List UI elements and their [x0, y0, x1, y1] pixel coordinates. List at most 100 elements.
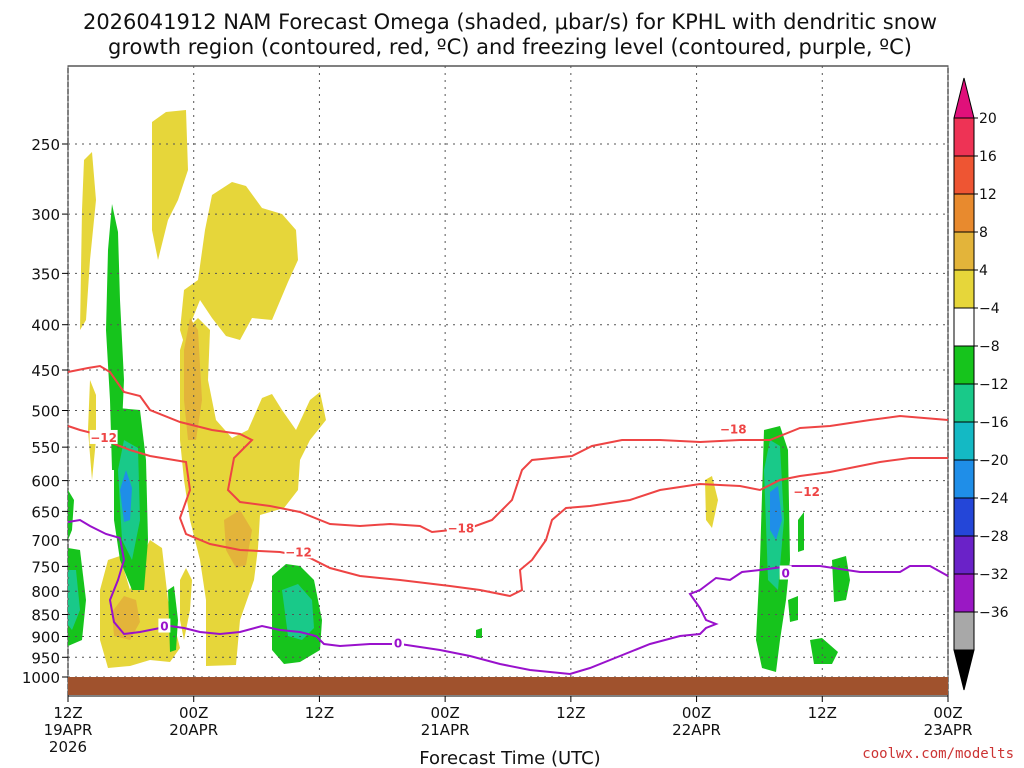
contour-label: −12	[793, 485, 820, 499]
y-tick-label: 900	[31, 628, 60, 646]
omega-negative-region	[798, 512, 804, 552]
colorbar-label: −24	[979, 491, 1009, 507]
y-axis: 250 300 350 400 450 500 550 600 650 700 750 800 850 9…	[22, 136, 68, 687]
y-tick-label: 450	[31, 362, 60, 380]
contour-label-bg	[89, 429, 118, 444]
y-tick-label: 850	[31, 607, 60, 625]
contour-label-bg	[158, 618, 171, 633]
y-tick-label: 650	[31, 503, 60, 521]
omega-positive-region	[180, 568, 192, 640]
red-contours	[67, 364, 949, 598]
colorbar-bin	[953, 307, 975, 347]
colorbar-label: 8	[979, 225, 988, 241]
colorbar-label: −4	[979, 301, 1000, 317]
omega-negative-region	[68, 490, 74, 540]
contour-label: 0	[781, 567, 789, 581]
colorbar-bin	[953, 193, 975, 233]
omega-negative-region	[106, 204, 124, 470]
y-tick-label: 350	[31, 265, 60, 283]
colorbar-label: −8	[979, 339, 1000, 355]
x-tick-label-time: 00Z	[933, 704, 962, 722]
x-tick-label-date: 19APR	[44, 721, 93, 739]
contour-label-bg	[792, 483, 821, 498]
y-tick-label: 700	[31, 532, 60, 550]
colorbar-bin	[953, 231, 975, 271]
contour-labels: −12 −12 −18 −18 −12 0 0 0	[89, 421, 821, 651]
colorbar-bin	[953, 459, 975, 499]
freezing-level-line	[67, 518, 949, 676]
colorbar-label: 16	[979, 149, 997, 165]
colorbar-bin	[953, 497, 975, 537]
omega-negative-region	[770, 486, 782, 540]
contour-label-bg	[719, 421, 748, 436]
y-tick-label: 250	[31, 136, 60, 154]
contour-label-bg	[284, 544, 313, 559]
colorbar: 20 16 12 8 4 −4 −8 −12 −16 −20 −24 −28 −32 −36	[953, 77, 1009, 691]
colorbar-bin	[953, 345, 975, 385]
contour-label: −12	[285, 545, 312, 559]
colorbar-label: −16	[979, 415, 1009, 431]
colorbar-bin	[953, 383, 975, 423]
colorbar-bin	[953, 611, 975, 651]
colorbar-label: 12	[979, 187, 997, 203]
colorbar-label: −20	[979, 453, 1009, 469]
omega-positive-region	[705, 476, 718, 528]
x-tick-label-time: 12Z	[305, 704, 334, 722]
omega-negative-region	[282, 584, 314, 640]
chart-title-line1: 2026041912 NAM Forecast Omega (shaded, μ…	[83, 10, 937, 34]
colorbar-bin	[953, 155, 975, 195]
y-tick-label: 1000	[22, 669, 60, 687]
purple-contours	[67, 518, 949, 676]
contour-label: 0	[160, 620, 168, 634]
x-axis-label: Forecast Time (UTC)	[419, 748, 600, 768]
y-tick-label: 800	[31, 583, 60, 601]
omega-positive-region	[184, 318, 202, 440]
omega-negative-region	[476, 628, 482, 638]
x-tick-label-time: 00Z	[682, 704, 711, 722]
y-tick-label: 750	[31, 558, 60, 576]
colorbar-bin	[953, 535, 975, 575]
x-tick-label-date: 23APR	[924, 721, 973, 739]
y-tick-label: 600	[31, 473, 60, 491]
colorbar-label: −28	[979, 529, 1009, 545]
colorbar-bottom-arrow	[953, 649, 975, 691]
contour-label: −12	[90, 431, 117, 445]
colorbar-bin	[953, 269, 975, 309]
credit-text: coolwx.com/modelts	[862, 746, 1014, 762]
x-tick-label-time: 00Z	[430, 704, 459, 722]
colorbar-label: 20	[979, 111, 997, 127]
omega-positive-region	[80, 152, 96, 330]
colorbar-label: 4	[979, 263, 988, 279]
omega-positive-region	[152, 110, 188, 260]
y-tick-label: 500	[31, 403, 60, 421]
x-tick-label-time: 00Z	[179, 704, 208, 722]
colorbar-label: −12	[979, 377, 1009, 393]
y-tick-label: 950	[31, 649, 60, 667]
contour-label: −18	[720, 422, 747, 436]
ground-surface	[68, 677, 948, 695]
x-tick-label-date: 21APR	[421, 721, 470, 739]
omega-positive-region	[180, 182, 298, 350]
x-tick-label-time: 12Z	[808, 704, 837, 722]
x-tick-label-time: 12Z	[556, 704, 585, 722]
y-tick-label: 550	[31, 439, 60, 457]
colorbar-label: −36	[979, 605, 1009, 621]
omega-positive-region	[180, 318, 326, 666]
x-tick-label-time: 12Z	[53, 704, 82, 722]
red-contour-line	[67, 364, 949, 534]
colorbar-bin	[953, 573, 975, 613]
contour-label: −18	[447, 522, 474, 536]
x-tick-label-date: 20APR	[169, 721, 218, 739]
colorbar-label: −32	[979, 567, 1009, 583]
omega-negative-region	[788, 596, 798, 622]
contour-label-bg	[446, 520, 475, 535]
contour-label-bg	[779, 565, 792, 580]
contour-label: 0	[394, 637, 402, 651]
x-tick-label-date: 22APR	[672, 721, 721, 739]
red-contour-line	[67, 425, 948, 598]
colorbar-bin	[953, 421, 975, 461]
contour-label-bg	[392, 635, 404, 650]
colorbar-bin	[953, 117, 975, 157]
